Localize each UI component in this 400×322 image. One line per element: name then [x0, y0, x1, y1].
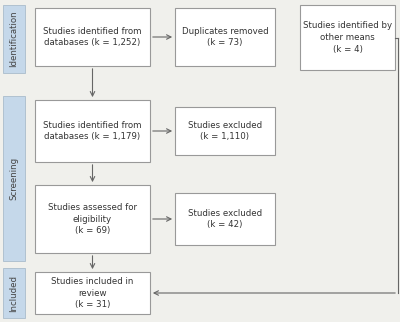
Text: Studies identified from
databases (k = 1,252): Studies identified from databases (k = 1…: [43, 27, 142, 47]
FancyBboxPatch shape: [35, 100, 150, 162]
FancyBboxPatch shape: [35, 8, 150, 66]
Text: Studies identified by
other means
(k = 4): Studies identified by other means (k = 4…: [303, 21, 392, 54]
Text: Studies assessed for
eligibility
(k = 69): Studies assessed for eligibility (k = 69…: [48, 203, 137, 235]
FancyBboxPatch shape: [175, 193, 275, 245]
FancyBboxPatch shape: [300, 5, 395, 70]
Text: Duplicates removed
(k = 73): Duplicates removed (k = 73): [182, 27, 268, 47]
Text: Included: Included: [10, 274, 18, 311]
FancyBboxPatch shape: [3, 268, 25, 318]
Text: Screening: Screening: [10, 157, 18, 200]
Text: Identification: Identification: [10, 11, 18, 67]
FancyBboxPatch shape: [35, 272, 150, 314]
Text: Studies excluded
(k = 1,110): Studies excluded (k = 1,110): [188, 121, 262, 141]
FancyBboxPatch shape: [175, 8, 275, 66]
FancyBboxPatch shape: [3, 5, 25, 73]
FancyBboxPatch shape: [3, 96, 25, 261]
FancyBboxPatch shape: [175, 107, 275, 155]
Text: Studies included in
review
(k = 31): Studies included in review (k = 31): [51, 277, 134, 309]
FancyBboxPatch shape: [35, 185, 150, 253]
Text: Studies identified from
databases (k = 1,179): Studies identified from databases (k = 1…: [43, 121, 142, 141]
Text: Studies excluded
(k = 42): Studies excluded (k = 42): [188, 209, 262, 229]
